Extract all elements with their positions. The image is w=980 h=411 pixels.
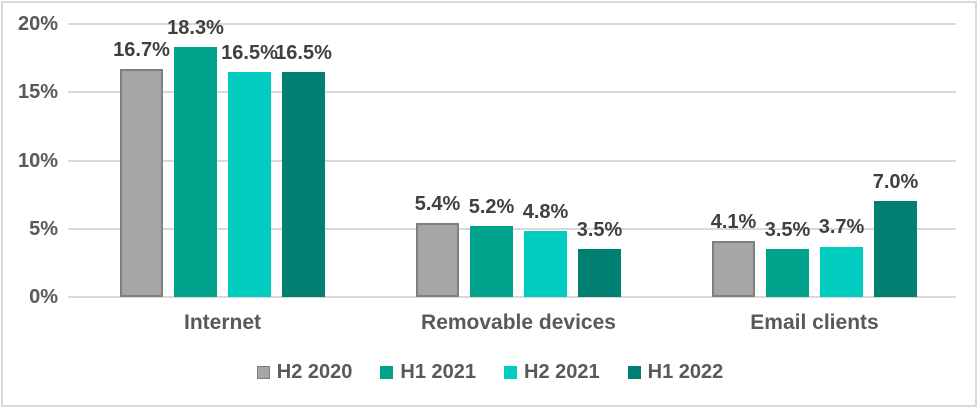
legend-label: H1 2022: [647, 361, 724, 383]
gridline: [68, 159, 956, 162]
bar: [524, 231, 567, 297]
bar: [228, 71, 271, 297]
bar-value-label: 16.5%: [221, 41, 278, 64]
y-axis-tick-label: 20%: [17, 13, 58, 35]
category-label: Email clients: [750, 311, 879, 334]
bar: [578, 249, 621, 297]
legend-swatch: [256, 365, 270, 379]
bar-value-label: 18.3%: [167, 17, 224, 40]
bar: [470, 226, 513, 297]
bar: [712, 241, 755, 297]
gridline: [68, 296, 956, 298]
legend-label: H2 2021: [524, 361, 600, 383]
bar: [174, 47, 217, 297]
y-axis-tick-label: 10%: [17, 149, 58, 172]
bar-value-label: 16.7%: [113, 39, 170, 62]
bar: [282, 71, 325, 297]
y-axis-tick-label: 15%: [17, 81, 58, 104]
legend-label: H1 2021: [400, 361, 476, 383]
legend: H2 2020 H1 2021 H2 2021 H1 2022: [0, 361, 980, 383]
bar: [766, 249, 809, 297]
y-axis-tick-label: 5%: [29, 217, 58, 240]
bar-value-label: 4.1%: [710, 211, 757, 234]
bar-value-label: 4.8%: [522, 201, 569, 224]
category-label: Internet: [183, 311, 262, 334]
bar-value-label: 3.7%: [818, 216, 865, 239]
legend-item: H2 2020: [256, 361, 353, 383]
bar: [874, 201, 917, 297]
bar-value-label: 5.4%: [414, 193, 461, 216]
y-axis-tick-label: 0%: [29, 286, 58, 308]
legend-item: H1 2021: [380, 361, 476, 383]
bar-value-label: 7.0%: [872, 171, 919, 194]
legend-swatch: [504, 365, 517, 379]
gridline: [68, 23, 956, 25]
legend-swatch: [627, 365, 641, 379]
bar: [120, 69, 163, 297]
legend-item: H2 2021: [504, 361, 600, 383]
plot-area: [68, 23, 956, 298]
legend-swatch: [380, 365, 394, 379]
bar-value-label: 16.5%: [275, 41, 332, 64]
bar-value-label: 3.5%: [764, 219, 811, 242]
legend-label: H2 2020: [276, 361, 353, 383]
bar: [820, 246, 863, 297]
category-label: Removable devices: [421, 311, 616, 334]
legend-item: H1 2022: [627, 361, 724, 383]
bar-value-label: 3.5%: [576, 219, 623, 242]
bar: [416, 223, 459, 297]
gridline: [68, 91, 956, 94]
bar-value-label: 5.2%: [468, 196, 515, 219]
